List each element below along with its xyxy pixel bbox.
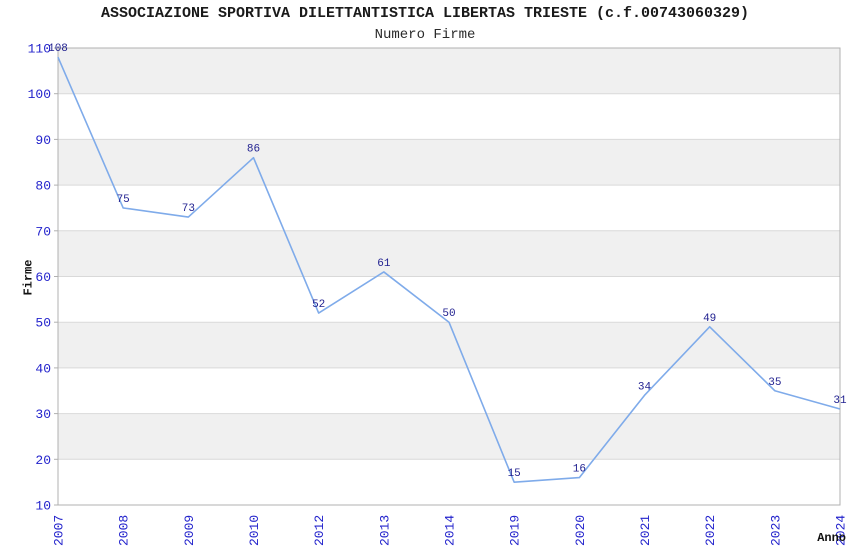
x-tick-label: 2013 <box>377 515 392 546</box>
data-point-label: 16 <box>573 464 586 476</box>
data-point-label: 86 <box>247 144 260 156</box>
y-axis-title: Firme <box>21 259 36 296</box>
x-tick-label: 2014 <box>443 515 458 546</box>
x-tick-label: 2009 <box>182 515 197 546</box>
plot-band <box>58 322 840 368</box>
plot-band <box>58 139 840 186</box>
y-tick-label: 80 <box>35 179 51 194</box>
data-point-label: 73 <box>182 203 195 215</box>
data-point-label: 31 <box>833 395 847 407</box>
x-tick-label: 2022 <box>703 515 718 546</box>
data-point-label: 52 <box>312 299 325 311</box>
data-point-label: 15 <box>508 468 521 480</box>
x-tick-label: 2012 <box>312 515 327 546</box>
chart-title: ASSOCIAZIONE SPORTIVA DILETTANTISTICA LI… <box>100 5 750 22</box>
x-tick-label: 2021 <box>638 515 653 546</box>
data-point-label: 61 <box>377 258 391 270</box>
data-point-label: 50 <box>442 308 455 320</box>
chart-subtitle: Numero Firme <box>374 27 476 43</box>
data-point-label: 108 <box>48 43 68 55</box>
x-tick-label: 2024 <box>834 515 849 546</box>
plot-band <box>58 230 840 277</box>
y-tick-label: 40 <box>35 361 51 376</box>
x-axis-title: Anno <box>817 531 846 545</box>
y-tick-label: 110 <box>28 42 51 57</box>
x-tick-label: 2010 <box>247 515 262 546</box>
y-tick-label: 20 <box>35 453 51 468</box>
y-tick-label: 50 <box>35 316 51 331</box>
data-line <box>57 56 841 483</box>
y-tick-label: 10 <box>35 499 51 514</box>
x-tick-label: 2023 <box>768 515 783 546</box>
x-tick-label: 2008 <box>117 515 132 546</box>
data-point-label: 49 <box>703 313 716 325</box>
data-point-label: 34 <box>638 381 652 393</box>
y-tick-label: 60 <box>35 270 51 285</box>
data-point-label: 35 <box>768 377 781 389</box>
y-tick-label: 70 <box>35 224 51 239</box>
x-tick-label: 2020 <box>573 515 588 546</box>
y-tick-label: 90 <box>35 133 51 148</box>
y-tick-label: 100 <box>28 87 51 102</box>
plot-band <box>58 413 840 460</box>
x-tick-label: 2007 <box>52 515 67 546</box>
y-tick-label: 30 <box>35 407 51 422</box>
plot-band <box>58 48 840 94</box>
x-tick-label: 2019 <box>508 515 523 546</box>
data-point-label: 75 <box>117 194 130 206</box>
